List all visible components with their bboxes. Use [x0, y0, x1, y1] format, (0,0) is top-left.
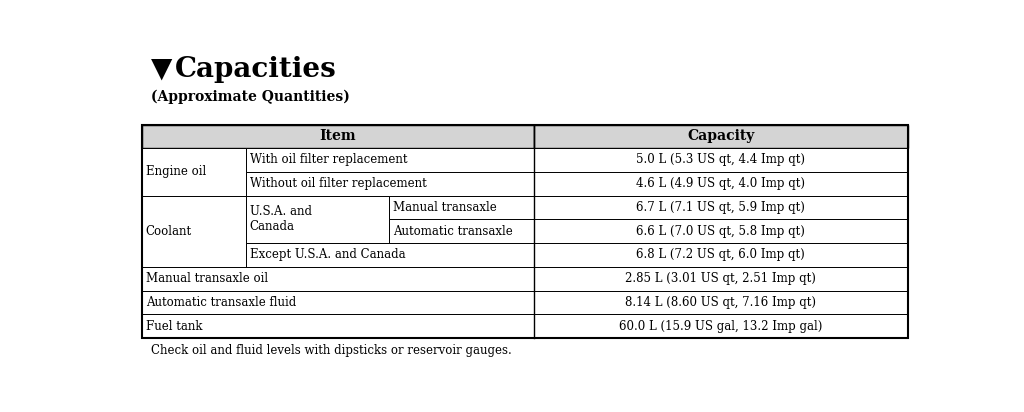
- Bar: [142, 314, 535, 338]
- Text: Automatic transaxle fluid: Automatic transaxle fluid: [145, 296, 296, 309]
- Text: Except U.S.A. and Canada: Except U.S.A. and Canada: [250, 248, 406, 262]
- Text: 2.85 L (3.01 US qt, 2.51 Imp qt): 2.85 L (3.01 US qt, 2.51 Imp qt): [626, 272, 816, 285]
- Text: 6.8 L (7.2 US qt, 6.0 Imp qt): 6.8 L (7.2 US qt, 6.0 Imp qt): [637, 248, 805, 262]
- Text: Without oil filter replacement: Without oil filter replacement: [250, 177, 426, 190]
- Bar: [142, 172, 907, 196]
- Text: Fuel tank: Fuel tank: [145, 320, 203, 333]
- Bar: [142, 290, 907, 314]
- Text: 60.0 L (15.9 US gal, 13.2 Imp gal): 60.0 L (15.9 US gal, 13.2 Imp gal): [620, 320, 822, 333]
- Bar: [142, 243, 907, 267]
- Bar: [142, 148, 907, 172]
- Text: ▼: ▼: [152, 56, 173, 82]
- Bar: [142, 219, 907, 243]
- Text: With oil filter replacement: With oil filter replacement: [250, 153, 408, 166]
- Bar: [246, 148, 535, 172]
- Text: Item: Item: [319, 129, 356, 143]
- Text: Manual transaxle oil: Manual transaxle oil: [145, 272, 268, 285]
- Bar: [142, 125, 535, 148]
- Text: Capacities: Capacities: [174, 56, 336, 82]
- Bar: [389, 219, 535, 243]
- Text: (Approximate Quantities): (Approximate Quantities): [152, 89, 350, 104]
- Bar: [142, 290, 535, 314]
- Text: U.S.A. and
Canada: U.S.A. and Canada: [250, 205, 311, 233]
- Bar: [142, 314, 907, 338]
- Text: Coolant: Coolant: [145, 225, 191, 238]
- Text: 4.6 L (4.9 US qt, 4.0 Imp qt): 4.6 L (4.9 US qt, 4.0 Imp qt): [636, 177, 805, 190]
- Text: 5.0 L (5.3 US qt, 4.4 Imp qt): 5.0 L (5.3 US qt, 4.4 Imp qt): [636, 153, 805, 166]
- Text: 8.14 L (8.60 US qt, 7.16 Imp qt): 8.14 L (8.60 US qt, 7.16 Imp qt): [626, 296, 816, 309]
- Text: Manual transaxle: Manual transaxle: [393, 201, 497, 214]
- Bar: [246, 243, 535, 267]
- Text: Automatic transaxle: Automatic transaxle: [393, 225, 513, 238]
- Bar: [142, 196, 907, 219]
- Text: Check oil and fluid levels with dipsticks or reservoir gauges.: Check oil and fluid levels with dipstick…: [152, 344, 512, 357]
- Text: Capacity: Capacity: [687, 129, 755, 143]
- Bar: [142, 267, 535, 290]
- Text: 6.7 L (7.1 US qt, 5.9 Imp qt): 6.7 L (7.1 US qt, 5.9 Imp qt): [637, 201, 805, 214]
- Bar: [142, 267, 907, 290]
- Bar: [535, 125, 907, 148]
- Bar: [389, 196, 535, 219]
- Bar: [246, 172, 535, 196]
- Text: 6.6 L (7.0 US qt, 5.8 Imp qt): 6.6 L (7.0 US qt, 5.8 Imp qt): [637, 225, 805, 238]
- Text: Engine oil: Engine oil: [145, 165, 206, 178]
